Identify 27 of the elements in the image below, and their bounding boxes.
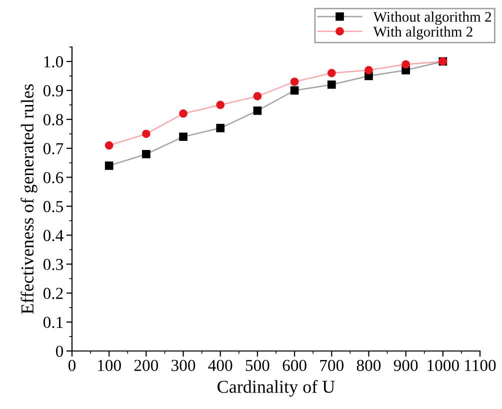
x-tick-label: 600 — [282, 360, 306, 372]
x-tick-label: 400 — [208, 360, 232, 372]
x-axis-title: Cardinality of U — [218, 380, 335, 397]
y-axis-title: Effectiveness of generated rules — [20, 84, 38, 314]
x-tick-label: 0 — [68, 360, 76, 372]
y-tick-label: 0.2 — [43, 288, 63, 300]
x-tick-label: 100 — [98, 360, 121, 372]
legend-label: Without algorithm 2 — [373, 12, 491, 25]
x-tick-label: 800 — [356, 360, 381, 372]
legend-label: With algorithm 2 — [373, 26, 472, 40]
x-tick-label: 1000 — [428, 360, 459, 372]
y-tick-label: 0.6 — [43, 172, 64, 184]
y-tick-label: 0 — [56, 346, 64, 357]
x-tick-label: 900 — [394, 360, 418, 372]
x-tick-label: 700 — [320, 360, 344, 372]
x-tick-label: 1100 — [465, 360, 496, 372]
y-tick-label: 0.1 — [43, 316, 63, 328]
x-tick-label: 500 — [246, 360, 270, 372]
y-tick-label: 1.0 — [44, 56, 64, 68]
y-tick-label: 0.5 — [43, 200, 64, 212]
x-tick-label: 200 — [134, 360, 158, 372]
y-tick-label: 0.8 — [43, 114, 64, 126]
y-tick-label: 0.4 — [43, 230, 64, 242]
x-tick-label: 300 — [172, 360, 196, 372]
y-tick-label: 0.9 — [43, 85, 63, 96]
y-tick-label: 0.3 — [43, 258, 64, 270]
y-tick-label: 0.7 — [43, 143, 64, 154]
